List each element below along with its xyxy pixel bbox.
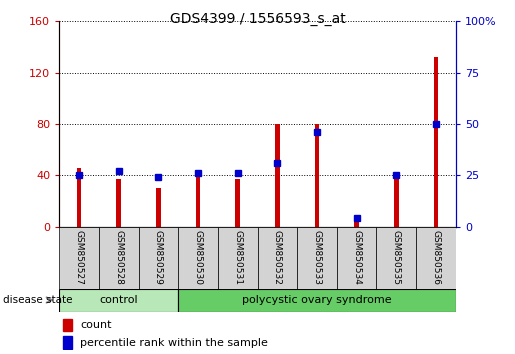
Text: GSM850533: GSM850533	[313, 230, 321, 285]
Bar	[416, 227, 456, 289]
Bar	[434, 57, 438, 227]
Bar	[63, 336, 73, 349]
Text: GSM850529: GSM850529	[154, 230, 163, 285]
Bar	[235, 179, 240, 227]
Bar	[156, 188, 161, 227]
Bar	[63, 319, 73, 331]
Bar	[178, 289, 456, 312]
Text: percentile rank within the sample: percentile rank within the sample	[80, 338, 268, 348]
Text: GSM850530: GSM850530	[194, 230, 202, 285]
Text: control: control	[99, 295, 138, 305]
Bar	[196, 170, 200, 227]
Bar	[178, 227, 218, 289]
Text: GSM850532: GSM850532	[273, 230, 282, 285]
Text: GSM850527: GSM850527	[75, 230, 83, 285]
Text: polycystic ovary syndrome: polycystic ovary syndrome	[242, 295, 392, 305]
Text: disease state: disease state	[3, 295, 72, 305]
Text: GSM850536: GSM850536	[432, 230, 440, 285]
Bar	[275, 124, 280, 227]
Bar	[315, 124, 319, 227]
Text: GDS4399 / 1556593_s_at: GDS4399 / 1556593_s_at	[169, 12, 346, 27]
Bar	[297, 227, 337, 289]
Bar	[139, 227, 178, 289]
Bar	[77, 167, 81, 227]
Text: count: count	[80, 320, 112, 330]
Bar	[218, 227, 258, 289]
Text: GSM850531: GSM850531	[233, 230, 242, 285]
Bar	[376, 227, 416, 289]
Text: GSM850534: GSM850534	[352, 230, 361, 285]
Bar	[337, 227, 376, 289]
Text: GSM850528: GSM850528	[114, 230, 123, 285]
Bar	[99, 227, 139, 289]
Bar	[59, 289, 178, 312]
Bar	[394, 178, 399, 227]
Text: GSM850535: GSM850535	[392, 230, 401, 285]
Bar	[354, 220, 359, 227]
Bar	[59, 227, 99, 289]
Bar	[116, 179, 121, 227]
Bar	[258, 227, 297, 289]
